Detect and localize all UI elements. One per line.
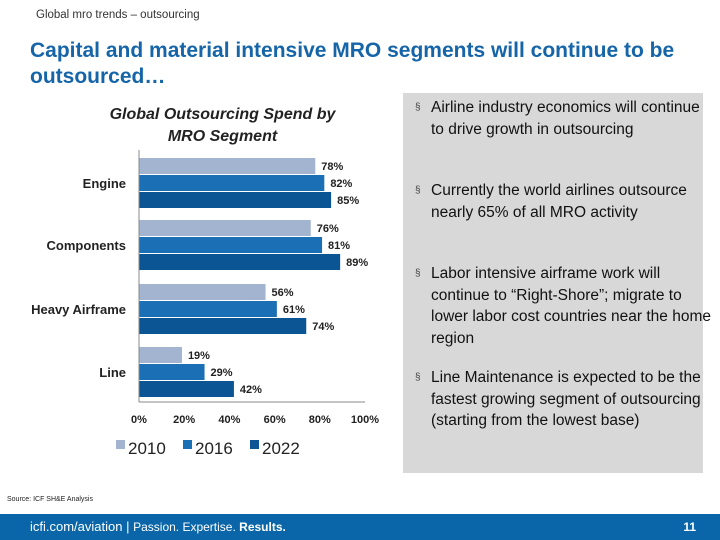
footer-url[interactable]: icfi.com/aviation | [30, 519, 134, 534]
data-label: 61% [283, 304, 305, 316]
bullet-marker: § [415, 372, 421, 383]
tick-label: 60% [264, 414, 286, 426]
tick-label: 20% [173, 414, 195, 426]
bullet-3: § Labor intensive airframe work will cont… [415, 263, 716, 349]
tick-label: 100% [351, 414, 379, 426]
data-label: 76% [317, 223, 339, 235]
legend-label: 2016 [195, 439, 233, 458]
bullet-text: Airline industry economics will continue… [431, 99, 700, 138]
legend-label: 2022 [262, 439, 300, 458]
bar [139, 192, 332, 208]
category-label: Components [47, 238, 126, 253]
bar [139, 381, 234, 397]
data-label: 81% [328, 240, 350, 252]
bar [139, 158, 316, 174]
legend-swatch [116, 440, 125, 449]
tick-label: 0% [131, 414, 147, 426]
bar [139, 284, 266, 300]
bullet-4: § Line Maintenance is expected to be the … [415, 367, 716, 432]
bullet-2: § Currently the world airlines outsource … [415, 180, 716, 223]
data-label: 74% [312, 321, 334, 333]
data-label: 42% [240, 384, 262, 396]
bullet-text: Labor intensive airframe work will conti… [431, 265, 712, 347]
footer-tagline: icfi.com/aviation | Passion. Expertise. … [30, 519, 286, 534]
legend-swatch [250, 440, 259, 449]
footer-bar: icfi.com/aviation | Passion. Expertise. … [0, 514, 720, 540]
slide-title: Capital and material intensive MRO segme… [30, 39, 675, 88]
bullet-marker: § [415, 185, 421, 196]
tick-label: 80% [309, 414, 331, 426]
bullet-1: § Airline industry economics will continu… [415, 97, 716, 140]
data-label: 19% [188, 350, 210, 362]
bullet-marker: § [415, 268, 421, 279]
data-label: 29% [211, 367, 233, 379]
data-label: 82% [330, 178, 352, 190]
bar [139, 237, 323, 253]
bar [139, 364, 205, 380]
category-label: Heavy Airframe [31, 302, 126, 317]
bar [139, 347, 182, 363]
bar [139, 175, 325, 191]
data-label: 85% [337, 195, 359, 207]
legend-swatch [183, 440, 192, 449]
bar [139, 220, 311, 236]
legend-label: 2010 [128, 439, 166, 458]
data-label: 56% [272, 287, 294, 299]
tick-label: 40% [218, 414, 240, 426]
category-label: Line [99, 365, 126, 380]
section-label: Global mro trends – outsourcing [36, 9, 200, 21]
bullet-text: Line Maintenance is expected to be the f… [431, 369, 701, 429]
bar [139, 318, 307, 334]
chart-title: Global Outsourcing Spend by MRO Segment [109, 106, 336, 145]
data-label: 89% [346, 257, 368, 269]
bar [139, 301, 277, 317]
source-note: Source: ICF SH&E Analysis [7, 496, 93, 503]
data-label: 78% [321, 161, 343, 173]
bullet-text: Currently the world airlines outsource n… [431, 182, 687, 221]
category-label: Engine [83, 176, 126, 191]
bullet-panel: § Airline industry economics will continu… [403, 93, 711, 473]
bar-chart: Engine 78% 82% 85% Components 76% 81% 89% Heavy … [31, 150, 379, 458]
bullet-marker: § [415, 102, 421, 113]
footer-tag-bold: Results. [239, 520, 286, 534]
footer-tag: Passion. Expertise. [133, 520, 240, 534]
bar [139, 254, 341, 270]
page-number: 11 [683, 520, 696, 534]
